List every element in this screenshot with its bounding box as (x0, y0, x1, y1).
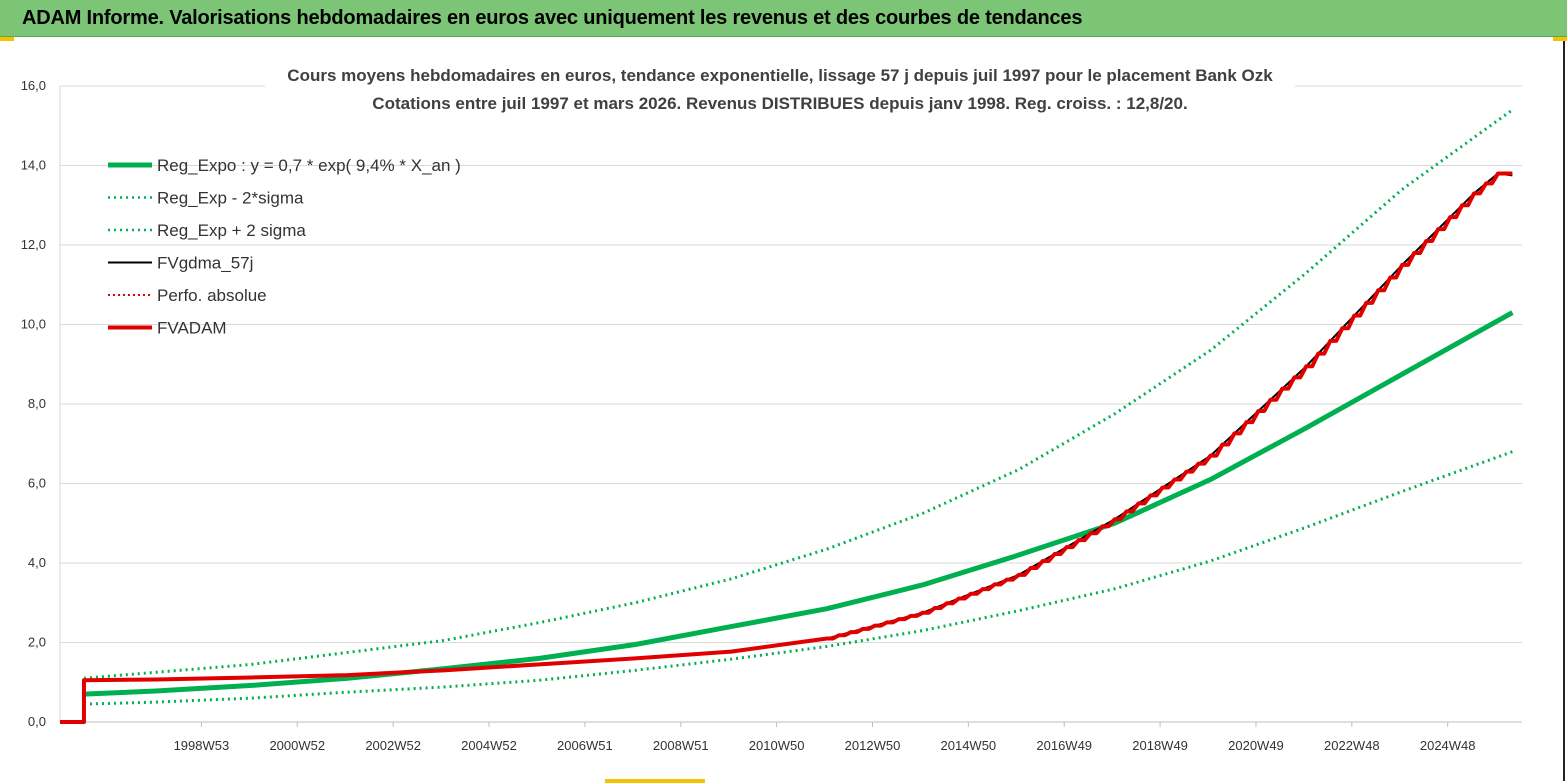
y-tick-label: 4,0 (28, 555, 46, 570)
x-tick-label: 2020W49 (1228, 738, 1284, 753)
x-tick-label: 2022W48 (1324, 738, 1380, 753)
series-reg-exp-minus-line (83, 450, 1513, 706)
title-background (265, 59, 1295, 119)
legend-label: Reg_Expo : y = 0,7 * exp( 9,4% * X_an ) (157, 156, 461, 175)
x-tick-label: 2008W51 (653, 738, 709, 753)
legend-label: Reg_Exp - 2*sigma (157, 189, 304, 208)
series-lines (60, 108, 1514, 724)
grid (59, 85, 1522, 723)
x-tick-label: 2004W52 (461, 738, 517, 753)
legend-label: Reg_Exp + 2 sigma (157, 221, 306, 240)
legend-label: Perfo. absolue (157, 286, 267, 305)
x-tick-label: 2000W52 (269, 738, 325, 753)
y-tick-label: 6,0 (28, 476, 46, 491)
x-axis-ticks: 1998W53 2000W52 2002W52 2004W52 2006W51 2008W… (174, 722, 1476, 753)
series-reg-exp-plus-line (83, 108, 1514, 680)
x-tick-label: 2014W50 (941, 738, 997, 753)
legend-label: FVgdma_57j (157, 254, 253, 273)
corner-accent-right (1553, 37, 1567, 41)
series-reg-expo-line (83, 310, 1514, 697)
y-tick-label: 12,0 (21, 237, 46, 252)
series-fvadam-line (60, 171, 1513, 724)
y-tick-label: 2,0 (28, 635, 46, 650)
x-tick-label: 1998W53 (174, 738, 230, 753)
chart-frame (0, 41, 1565, 781)
y-tick-label: 8,0 (28, 396, 46, 411)
y-tick-label: 10,0 (21, 317, 46, 332)
report-title: ADAM Informe. Valorisations hebdomadaire… (22, 7, 1083, 29)
corner-accent-bottom (605, 779, 705, 783)
x-tick-label: 2012W50 (845, 738, 901, 753)
x-tick-label: 2016W49 (1036, 738, 1092, 753)
corner-accent-left (0, 37, 14, 41)
x-tick-label: 2024W48 (1420, 738, 1476, 753)
legend: Reg_Expo : y = 0,7 * exp( 9,4% * X_an ) R… (108, 156, 461, 338)
chart-titles: Cours moyens hebdomadaires en euros, ten… (265, 59, 1295, 119)
chart-subtitle: Cotations entre juil 1997 et mars 2026. … (372, 94, 1187, 113)
x-tick-label: 2018W49 (1132, 738, 1188, 753)
x-tick-label: 2002W52 (365, 738, 421, 753)
chart-title: Cours moyens hebdomadaires en euros, ten… (287, 66, 1273, 85)
y-tick-label: 16,0 (21, 78, 46, 93)
report-header: ADAM Informe. Valorisations hebdomadaire… (0, 0, 1567, 37)
y-axis-ticks: 0,0 2,0 4,0 6,0 8,0 10,0 12,0 14,0 16,0 (21, 78, 46, 729)
chart-area: 0,0 2,0 4,0 6,0 8,0 10,0 12,0 14,0 16,0 1998W53 2… (21, 59, 1522, 753)
legend-label: FVADAM (157, 319, 227, 338)
y-tick-label: 0,0 (28, 714, 46, 729)
x-tick-label: 2010W50 (749, 738, 805, 753)
y-tick-label: 14,0 (21, 158, 46, 173)
x-tick-label: 2006W51 (557, 738, 613, 753)
series-fvgdma-line (60, 172, 1513, 723)
